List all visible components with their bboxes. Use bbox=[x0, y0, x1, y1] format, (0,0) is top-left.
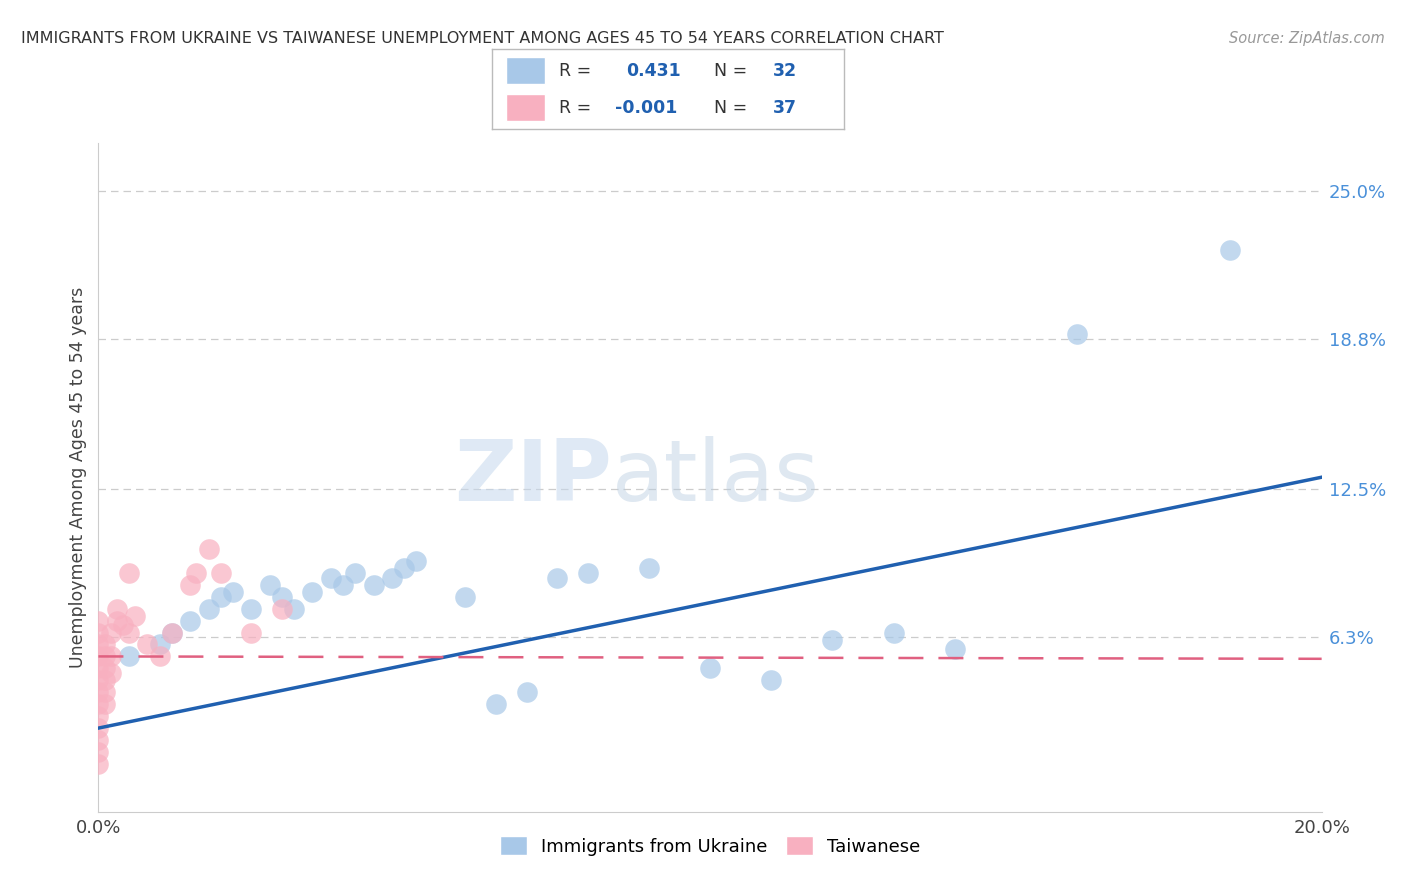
Point bbox=[93, 649, 115, 664]
Text: N =: N = bbox=[714, 99, 747, 117]
Point bbox=[87, 697, 110, 711]
Point bbox=[283, 601, 305, 615]
Point bbox=[344, 566, 367, 580]
Point bbox=[118, 566, 141, 580]
Point bbox=[759, 673, 782, 688]
Point bbox=[100, 625, 122, 640]
Point bbox=[301, 585, 323, 599]
Point bbox=[222, 585, 245, 599]
Point bbox=[699, 661, 721, 675]
Point bbox=[637, 561, 661, 575]
Point bbox=[118, 625, 141, 640]
Y-axis label: Unemployment Among Ages 45 to 54 years: Unemployment Among Ages 45 to 54 years bbox=[69, 286, 87, 668]
Point bbox=[363, 578, 385, 592]
Point bbox=[1219, 244, 1241, 258]
Point bbox=[149, 649, 172, 664]
Point bbox=[87, 661, 110, 675]
Point bbox=[209, 590, 232, 604]
Point bbox=[186, 566, 208, 580]
Point bbox=[392, 561, 416, 575]
Point bbox=[87, 745, 110, 759]
Point bbox=[100, 666, 122, 681]
Point bbox=[93, 637, 115, 651]
Point bbox=[197, 541, 219, 556]
Point bbox=[516, 685, 538, 699]
Point bbox=[160, 625, 183, 640]
Point bbox=[259, 578, 281, 592]
Point bbox=[100, 649, 122, 664]
Point bbox=[87, 649, 110, 664]
Point bbox=[240, 625, 263, 640]
Point bbox=[87, 673, 110, 688]
Text: Source: ZipAtlas.com: Source: ZipAtlas.com bbox=[1229, 31, 1385, 46]
Point bbox=[240, 601, 263, 615]
Point bbox=[179, 614, 201, 628]
Point bbox=[546, 571, 568, 585]
Point bbox=[93, 697, 115, 711]
Point bbox=[883, 625, 905, 640]
Point bbox=[87, 709, 110, 723]
Point bbox=[1066, 326, 1088, 341]
Point bbox=[319, 571, 342, 585]
Bar bbox=[506, 57, 544, 85]
Point bbox=[87, 733, 110, 747]
Text: 32: 32 bbox=[773, 62, 797, 79]
Point bbox=[87, 614, 110, 628]
Point bbox=[87, 756, 110, 771]
Point bbox=[270, 590, 292, 604]
Point bbox=[87, 625, 110, 640]
Text: -0.001: -0.001 bbox=[616, 99, 678, 117]
Point bbox=[87, 721, 110, 735]
Text: ZIP: ZIP bbox=[454, 435, 612, 519]
Bar bbox=[506, 94, 544, 121]
Text: 37: 37 bbox=[773, 99, 797, 117]
Text: 0.431: 0.431 bbox=[626, 62, 681, 79]
Point bbox=[124, 608, 146, 623]
Text: N =: N = bbox=[714, 62, 747, 79]
Point bbox=[87, 685, 110, 699]
Point bbox=[485, 697, 508, 711]
Point bbox=[87, 637, 110, 651]
Point bbox=[381, 571, 404, 585]
Text: R =: R = bbox=[560, 99, 591, 117]
Point bbox=[93, 673, 115, 688]
Point bbox=[111, 618, 134, 632]
Point bbox=[270, 601, 292, 615]
Legend: Immigrants from Ukraine, Taiwanese: Immigrants from Ukraine, Taiwanese bbox=[492, 829, 928, 863]
Point bbox=[821, 632, 844, 647]
Text: IMMIGRANTS FROM UKRAINE VS TAIWANESE UNEMPLOYMENT AMONG AGES 45 TO 54 YEARS CORR: IMMIGRANTS FROM UKRAINE VS TAIWANESE UNE… bbox=[21, 31, 943, 46]
Point bbox=[118, 649, 141, 664]
Point bbox=[105, 601, 128, 615]
Point bbox=[405, 554, 427, 568]
Point bbox=[136, 637, 159, 651]
Text: R =: R = bbox=[560, 62, 591, 79]
Point bbox=[160, 625, 183, 640]
Point bbox=[209, 566, 232, 580]
Point bbox=[576, 566, 599, 580]
Point bbox=[93, 685, 115, 699]
Point bbox=[179, 578, 201, 592]
Point bbox=[332, 578, 354, 592]
Point bbox=[105, 614, 128, 628]
Text: atlas: atlas bbox=[612, 435, 820, 519]
Point bbox=[197, 601, 219, 615]
Point bbox=[454, 590, 477, 604]
Point bbox=[943, 642, 966, 657]
Point bbox=[149, 637, 172, 651]
Point bbox=[93, 661, 115, 675]
